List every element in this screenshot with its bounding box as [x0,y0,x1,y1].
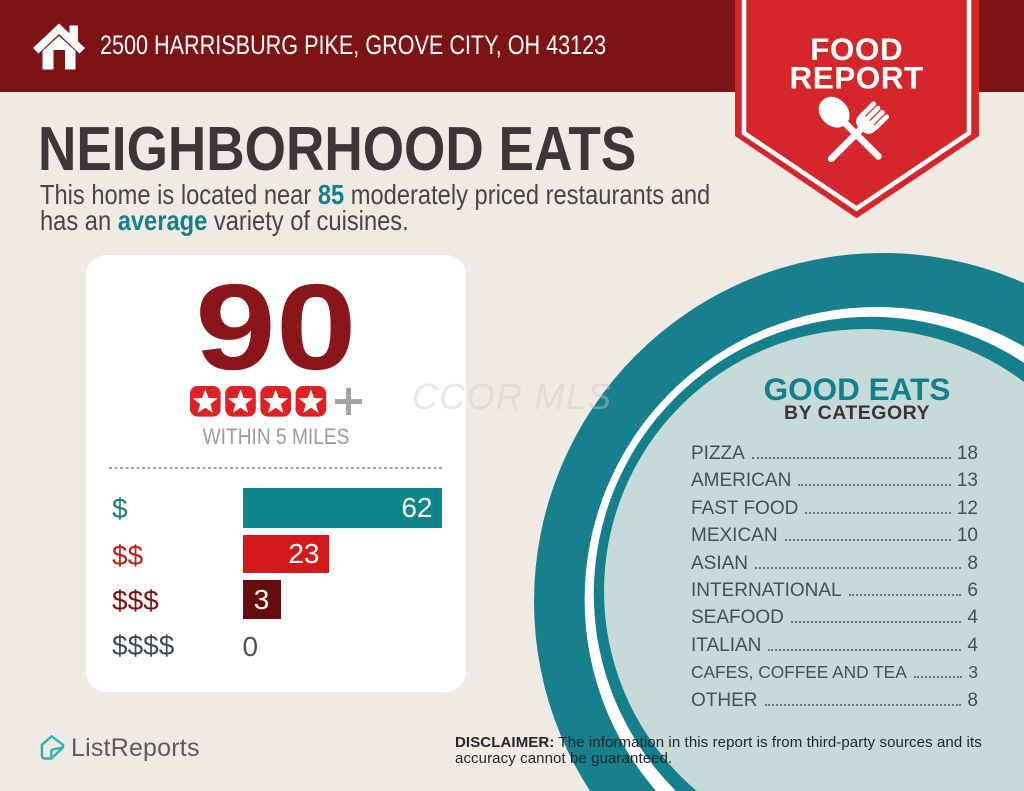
svg-text:REPORT: REPORT [789,60,923,96]
svg-text:FOOD: FOOD [810,31,903,67]
